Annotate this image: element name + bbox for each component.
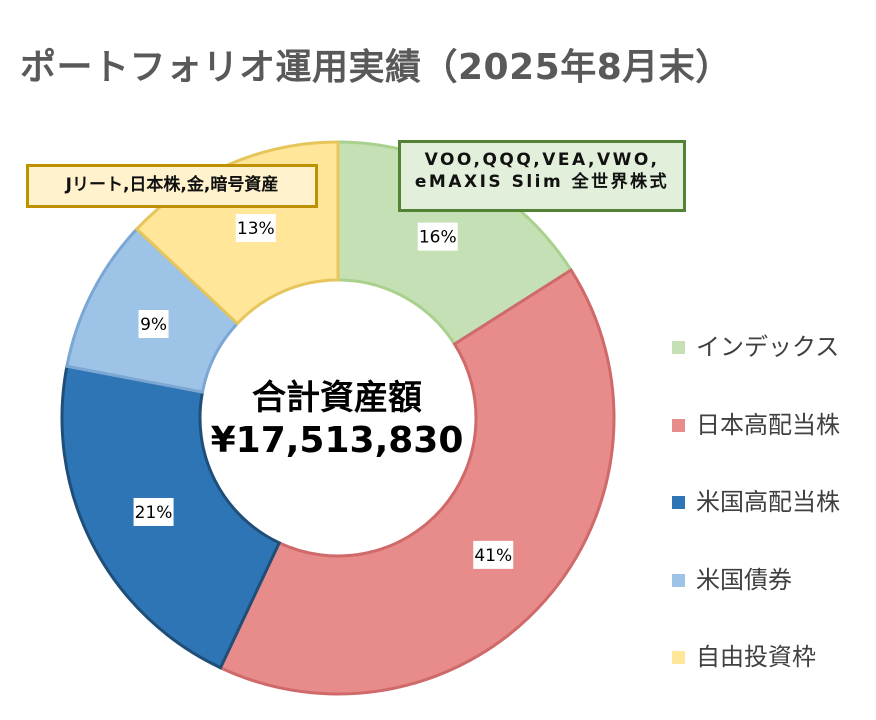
percent-labels: 16% 41% 21% 9% 13% bbox=[133, 214, 514, 569]
legend-label-4: 自由投資枠 bbox=[696, 643, 816, 671]
legend-swatch-1 bbox=[672, 418, 685, 432]
legend-label-0: インデックス bbox=[696, 333, 840, 361]
chart-title: ポートフォリオ運用実績（2025年8月末） bbox=[20, 47, 732, 88]
callout-index-funds: VOO,QQQ,VEA,VWO, eMAXIS Slim 全世界株式 bbox=[398, 140, 686, 212]
center-label-total: ¥17,513,830 bbox=[211, 420, 464, 461]
legend-swatch-4 bbox=[672, 651, 685, 664]
legend-swatch-0 bbox=[672, 341, 685, 354]
percent-label-4: 13% bbox=[237, 219, 275, 239]
percent-label-box-2 bbox=[133, 497, 174, 526]
legend-label-1: 日本高配当株 bbox=[696, 410, 840, 439]
center-label-title: 合計資産額 bbox=[252, 378, 422, 418]
donut-slices bbox=[60, 140, 616, 696]
legend-swatch-3 bbox=[672, 573, 685, 587]
donut-slice-1 bbox=[218, 268, 616, 696]
legend-label-3: 米国債券 bbox=[696, 565, 792, 594]
percent-label-box-1 bbox=[473, 540, 514, 569]
percent-label-0: 16% bbox=[419, 228, 457, 248]
callout-index-line1: VOO,QQQ,VEA,VWO, bbox=[424, 150, 660, 170]
percent-label-box-4 bbox=[235, 214, 276, 243]
percent-label-3: 9% bbox=[140, 315, 167, 335]
legend-label-2: 米国高配当株 bbox=[696, 488, 840, 516]
percent-label-box-3 bbox=[138, 310, 169, 339]
percent-label-box-0 bbox=[417, 222, 458, 251]
percent-label-1: 41% bbox=[474, 546, 512, 566]
percent-label-2: 21% bbox=[135, 503, 173, 523]
legend-swatch-2 bbox=[672, 496, 685, 509]
callout-index-line2: eMAXIS Slim 全世界株式 bbox=[414, 172, 670, 192]
callout-free-assets: Jリート,日本株,金,暗号資産 bbox=[26, 164, 318, 208]
callout-jreit-text: Jリート,日本株,金,暗号資産 bbox=[65, 175, 279, 195]
